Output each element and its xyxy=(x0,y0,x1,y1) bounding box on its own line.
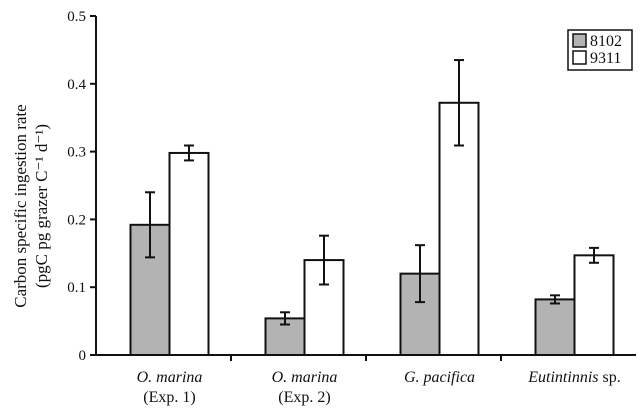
y-axis-title-line2: (pgC pg grazer C⁻¹ d⁻¹) xyxy=(32,124,51,288)
y-tick-label: 0.3 xyxy=(67,145,86,161)
category-sublabel: (Exp. 1) xyxy=(143,389,195,406)
y-tick-label: 0.2 xyxy=(67,212,86,228)
legend-swatch-9311 xyxy=(572,50,587,65)
y-tick-label: 0 xyxy=(79,348,87,364)
bar-9311 xyxy=(168,151,210,356)
bar-9311 xyxy=(573,254,615,356)
category-label: O. marina xyxy=(137,369,203,386)
y-tick-label: 0.1 xyxy=(67,280,86,296)
category-label: Eutintinnis sp. xyxy=(527,369,620,386)
y-tick-label: 0.4 xyxy=(67,77,86,93)
legend-label-8102: 8102 xyxy=(590,33,622,50)
y-axis-title-line1: Carbon specific ingestion rate xyxy=(11,104,30,307)
plot-area: 0 0.1 0.2 0.3 0.4 0.5 O. marina (Exp. 1) O. mari… xyxy=(67,9,636,406)
category-label: G. pacifica xyxy=(404,369,475,386)
y-tick-label: 0.5 xyxy=(67,9,86,25)
legend-swatch-8102 xyxy=(572,33,587,48)
y-axis-title: Carbon specific ingestion rate (pgC pg g… xyxy=(11,104,51,307)
category-label: O. marina xyxy=(272,369,338,386)
bar-8102 xyxy=(534,298,576,356)
legend-label-9311: 9311 xyxy=(590,50,621,67)
category-sublabel: (Exp. 2) xyxy=(278,389,330,406)
